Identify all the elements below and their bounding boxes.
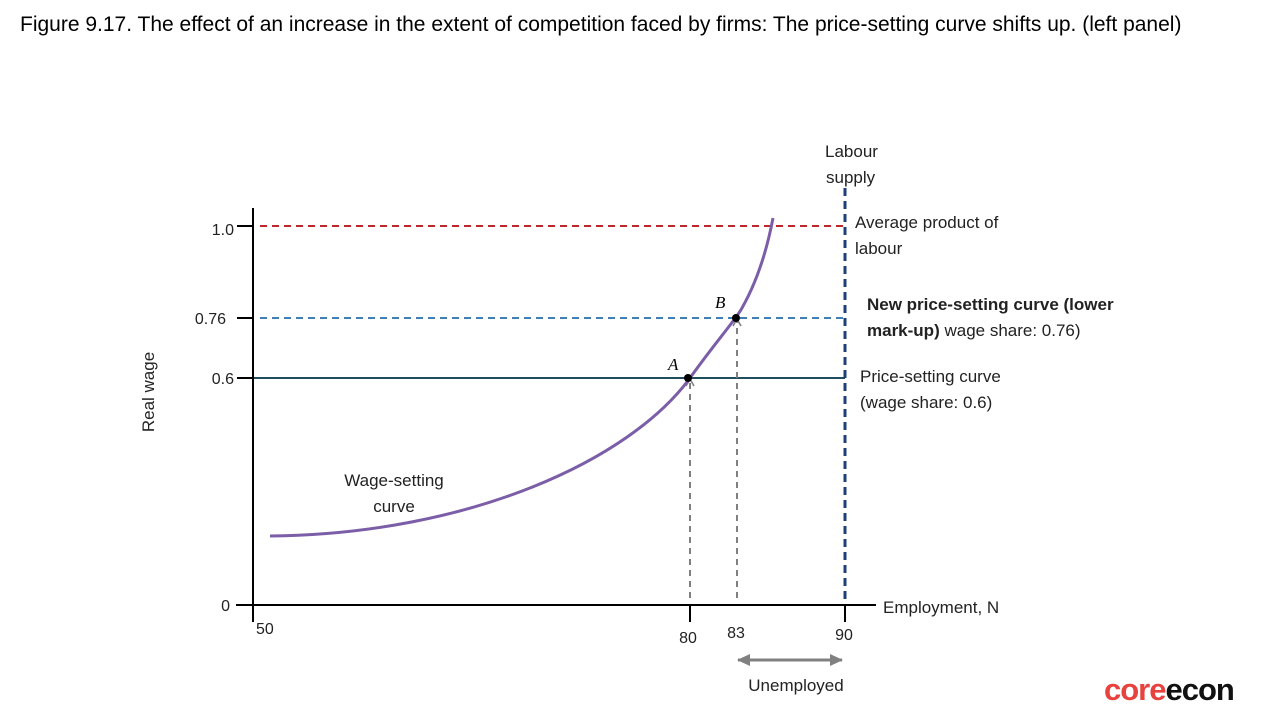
y-tick-076: 0.76 xyxy=(195,311,226,328)
new-ps-label-line2: mark-up) wage share: 0.76) xyxy=(867,321,1081,340)
y-tick-0: 0 xyxy=(221,598,230,615)
y-axis-label: Real wage xyxy=(139,352,158,432)
ps-label-line2: (wage share: 0.6) xyxy=(860,393,992,412)
labour-supply-label-line1: Labour xyxy=(825,142,878,161)
labour-supply-label-line2: supply xyxy=(826,168,876,187)
logo-econ: econ xyxy=(1165,672,1234,707)
x-tick-80: 80 xyxy=(679,630,697,647)
figure-caption: Figure 9.17. The effect of an increase i… xyxy=(20,13,1182,36)
unemployed-label: Unemployed xyxy=(748,676,843,695)
coreecon-logo: coreecon xyxy=(1104,672,1235,708)
y-tick-06: 0.6 xyxy=(212,371,234,388)
point-a xyxy=(684,374,692,382)
x-tick-83: 83 xyxy=(727,625,745,642)
x-axis-label: Employment, N xyxy=(883,598,999,617)
new-ps-label-bold: mark-up) xyxy=(867,321,940,340)
new-ps-label-line1: New price-setting curve (lower xyxy=(867,295,1114,314)
y-tick-1: 1.0 xyxy=(212,222,234,239)
point-a-label: A xyxy=(667,355,679,374)
ws-label-line1: Wage-setting xyxy=(344,471,444,490)
ws-label-line2: curve xyxy=(373,497,415,516)
apl-label-line1: Average product of xyxy=(855,213,999,232)
logo-core: core xyxy=(1104,672,1166,707)
point-b xyxy=(732,314,740,322)
ps-label-line1: Price-setting curve xyxy=(860,367,1001,386)
x-tick-50: 50 xyxy=(256,621,274,638)
new-ps-label-rest: wage share: 0.76) xyxy=(940,321,1081,340)
x-tick-90: 90 xyxy=(835,627,853,644)
apl-label-line2: labour xyxy=(855,239,903,258)
point-b-label: B xyxy=(715,293,726,312)
